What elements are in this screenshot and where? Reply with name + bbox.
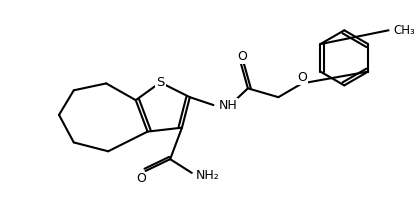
- Text: S: S: [156, 76, 165, 89]
- Text: NH: NH: [218, 98, 237, 111]
- Text: NH₂: NH₂: [196, 169, 219, 182]
- Text: O: O: [137, 172, 147, 185]
- Text: CH₃: CH₃: [393, 24, 415, 37]
- Text: O: O: [297, 71, 307, 84]
- Text: O: O: [237, 50, 247, 63]
